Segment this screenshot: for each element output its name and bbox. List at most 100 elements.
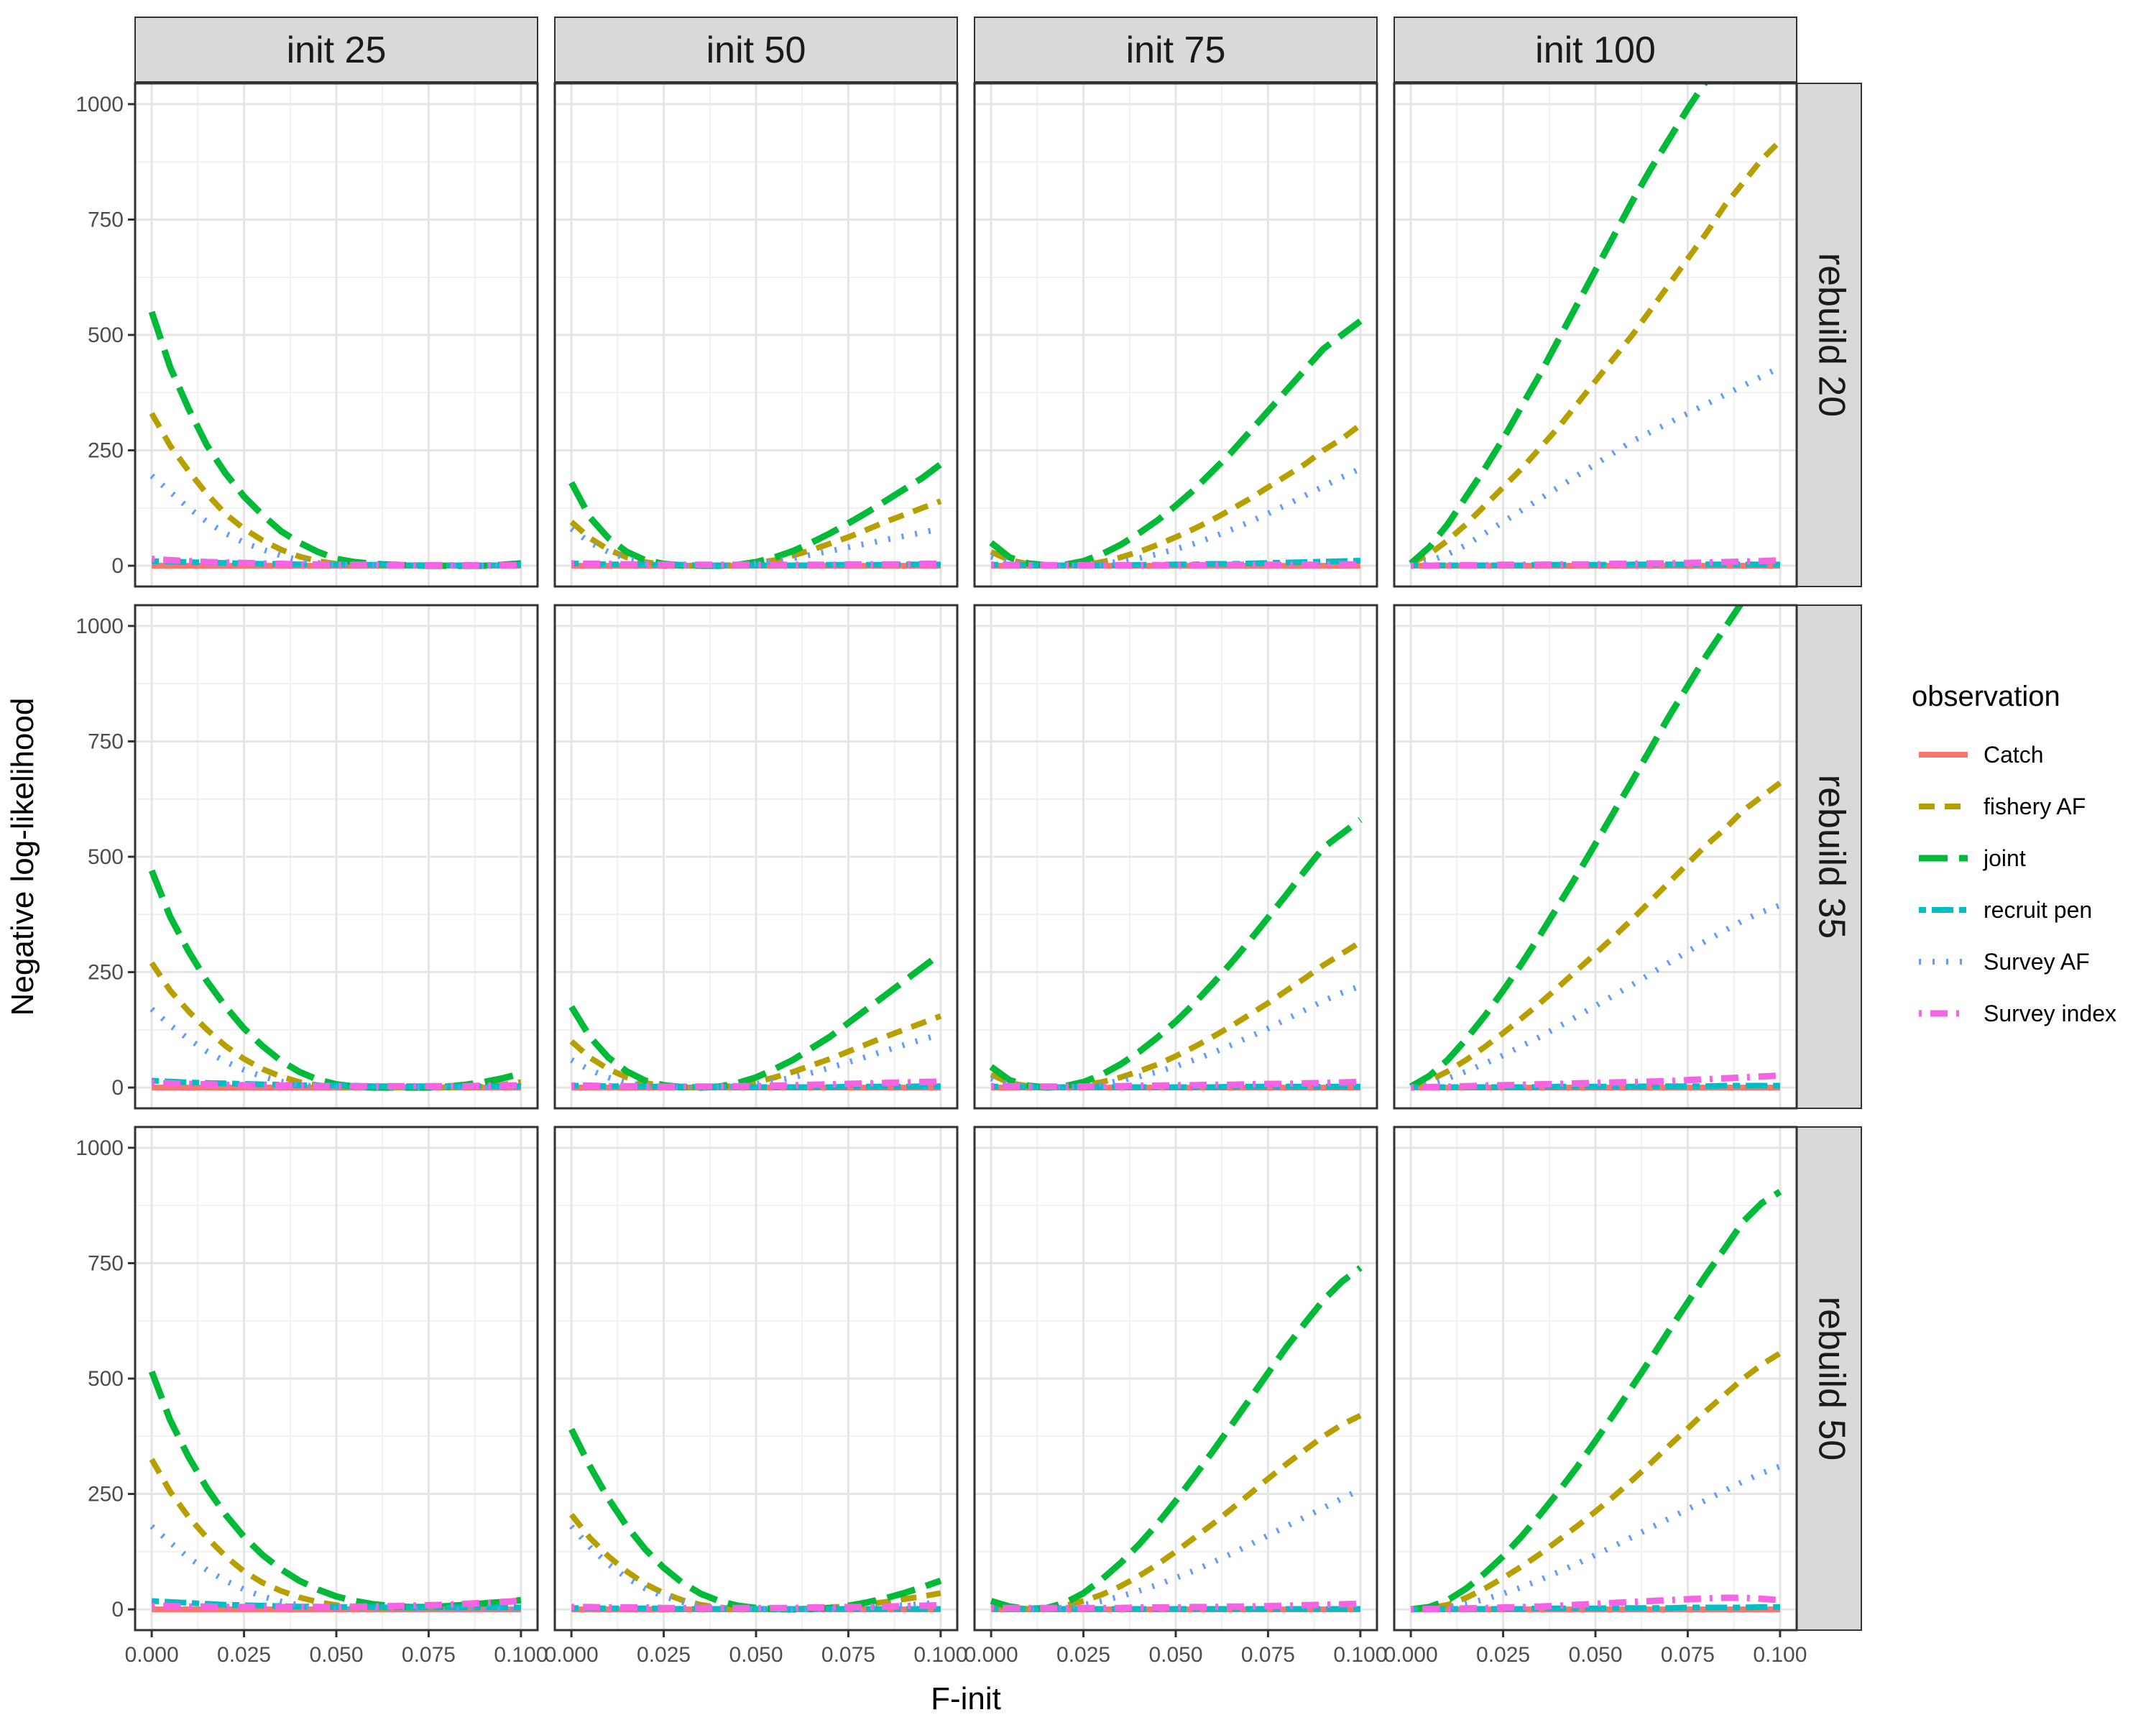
x-tick-label: 0.025 (217, 1643, 271, 1667)
series-line-joint (568, 951, 943, 1091)
facet-panel (973, 82, 1378, 588)
y-tick-label: 250 (88, 439, 124, 463)
y-axis-title: Negative log-likelihood (5, 698, 40, 1016)
series-line-fishery-af (1410, 1351, 1782, 1613)
column-strip: init 75 (974, 17, 1378, 83)
column-strip-background (1393, 17, 1797, 83)
facet-panel (553, 82, 959, 588)
legend-label: Catch (1984, 742, 2044, 768)
panel-grid (555, 605, 957, 1108)
row-strip-background (1796, 604, 1862, 1109)
series-line-survey-index (1410, 1072, 1781, 1091)
legend-label: fishery AF (1984, 794, 2086, 819)
column-strip-label: init 50 (706, 29, 806, 71)
series-line-survey-index (151, 556, 521, 569)
x-tick-label: 0.075 (1661, 1643, 1715, 1667)
x-tick-label: 0.000 (964, 1643, 1018, 1667)
legend-label: joint (1983, 845, 2026, 871)
panel-grid (555, 83, 957, 586)
row-strip: rebuild 50 (1796, 1126, 1862, 1631)
series-line-survey-index (1410, 1594, 1781, 1613)
x-tick-label: 0.075 (402, 1643, 456, 1667)
y-tick-label: 750 (88, 730, 124, 753)
column-strip: init 25 (134, 17, 538, 83)
panel-border (973, 82, 1378, 588)
y-tick-label: 500 (88, 323, 124, 347)
series-line-joint (1409, 605, 1744, 1090)
facet-panel (553, 604, 959, 1110)
x-tick-label: 0.075 (1241, 1643, 1295, 1667)
x-tick-label: 0.025 (1476, 1643, 1530, 1667)
panel-grid (975, 1127, 1377, 1630)
y-tick-label: 250 (88, 961, 124, 985)
legend: observation Catch fishery AF joint recruit … (1912, 681, 2116, 1026)
panel-series (1410, 1189, 1782, 1613)
series-line-survey-index (1411, 556, 1781, 569)
legend-label: Survey index (1984, 1000, 2116, 1026)
legend-item: Survey index (1919, 1000, 2116, 1026)
x-tick-label: 0.000 (545, 1643, 599, 1667)
y-tick-label: 750 (88, 208, 124, 231)
series-line-survey-af (569, 525, 941, 569)
series-line-survey-index (571, 1601, 941, 1611)
column-strip-label: init 100 (1535, 29, 1656, 71)
series-line-survey-index (991, 1600, 1361, 1611)
x-tick-label: 0.025 (637, 1643, 691, 1667)
panel-series (148, 310, 522, 569)
x-tick-label: 0.025 (1056, 1643, 1110, 1667)
facet-panel: 0.000 0.025 0.050 0.075 0.100 (545, 1126, 967, 1667)
legend-item: Survey AF (1919, 949, 2090, 975)
series-line-survey-index (571, 1078, 941, 1090)
column-strip-background (974, 17, 1378, 83)
column-strip-label: init 75 (1126, 29, 1226, 71)
series-line-survey-af (569, 1524, 941, 1613)
legend-item: recruit pen (1919, 897, 2092, 923)
panel-series (568, 951, 943, 1091)
row-strip-background (1796, 1126, 1862, 1631)
facet-panel: 0 250 500 750 1000 (75, 82, 539, 588)
facet-panel: 0 250 500 750 1000 0.000 0.025 0.050 0.075 0.100 (75, 1126, 548, 1667)
panel-grid (1394, 605, 1797, 1108)
row-strip-label: rebuild 50 (1810, 1297, 1852, 1460)
x-tick-label: 0.050 (309, 1643, 363, 1667)
series-line-survey-af (149, 1006, 521, 1091)
column-strip-background (554, 17, 958, 83)
x-tick-label: 0.050 (1148, 1643, 1202, 1667)
facet-panel: 0.000 0.025 0.050 0.075 0.100 (964, 1126, 1387, 1667)
facet-panel (1393, 82, 1798, 588)
series-line-survey-index (991, 561, 1360, 569)
row-strip: rebuild 20 (1796, 83, 1862, 587)
panel-series (989, 817, 1363, 1091)
panel-border (553, 82, 959, 588)
facet-panel: 0.000 0.025 0.050 0.075 0.100 (1384, 1126, 1807, 1667)
legend-title: observation (1912, 681, 2060, 712)
y-tick-label: 1000 (75, 615, 124, 638)
legend-item: Catch (1919, 742, 2044, 768)
row-strip-label: rebuild 20 (1810, 253, 1852, 417)
panel-series (1409, 83, 1782, 569)
legend-label: Survey AF (1984, 949, 2090, 975)
series-line-joint (1409, 83, 1709, 566)
x-tick-label: 0.100 (1753, 1643, 1807, 1667)
y-tick-label: 500 (88, 845, 124, 869)
row-strip-label: rebuild 35 (1810, 775, 1852, 939)
column-strip-background (134, 17, 538, 83)
column-strip: init 100 (1393, 17, 1797, 83)
series-line-fishery-af (1409, 781, 1782, 1090)
x-tick-label: 0.000 (125, 1643, 179, 1667)
series-line-fishery-af (1409, 139, 1782, 566)
x-tick-label: 0.050 (1568, 1643, 1622, 1667)
column-strip: init 50 (554, 17, 958, 83)
series-line-survey-index (571, 560, 941, 569)
x-tick-label: 0.075 (821, 1643, 875, 1667)
facet-panel: 0 250 500 750 1000 (75, 604, 539, 1110)
series-line-survey-index (991, 1078, 1361, 1090)
panel-border (553, 604, 959, 1110)
x-axis-title: F-init (931, 1681, 1001, 1716)
column-strip-label: init 25 (287, 29, 387, 71)
panel-border (1393, 82, 1798, 588)
y-tick-label: 750 (88, 1251, 124, 1275)
y-tick-label: 1000 (75, 1136, 124, 1160)
y-tick-label: 1000 (75, 93, 124, 116)
